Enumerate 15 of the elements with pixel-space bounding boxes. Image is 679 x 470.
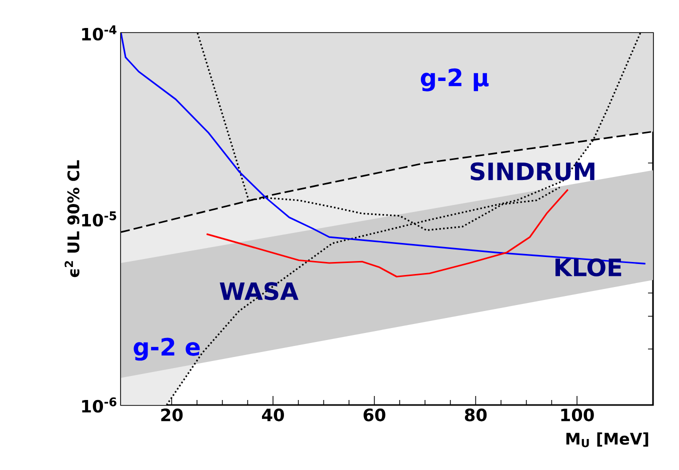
x-axis-title: M$_{U}$ [MeV] (566, 432, 648, 448)
x-tick-label: 20 (161, 408, 183, 422)
y-tick-label: 10$^{-4}$ (82, 25, 116, 41)
x-tick-label: 100 (561, 408, 594, 422)
annotation: g-2 μ (420, 68, 489, 92)
y-axis-title: ϵ$^{2}$ UL 90% CL (64, 160, 80, 278)
y-tick-label: 10$^{-5}$ (82, 211, 116, 227)
annotation: WASA (220, 282, 298, 300)
annotation: KLOE (556, 258, 622, 276)
x-tick-label: 60 (364, 408, 386, 422)
annotation: SINDRUM (470, 162, 594, 180)
annotation: g-2 e (134, 338, 200, 361)
x-tick-label: 80 (464, 408, 487, 422)
y-tick-label: 10$^{-6}$ (82, 397, 116, 413)
x-tick-label: 40 (262, 408, 284, 422)
